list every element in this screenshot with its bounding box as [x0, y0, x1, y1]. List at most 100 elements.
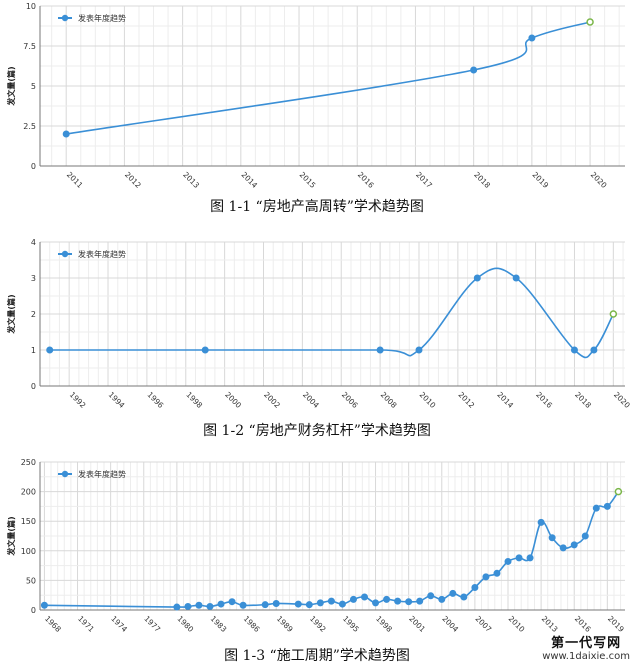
- data-point[interactable]: [614, 487, 623, 496]
- data-point[interactable]: [449, 589, 457, 597]
- data-point[interactable]: [272, 599, 280, 607]
- data-point[interactable]: [383, 595, 391, 603]
- data-point[interactable]: [327, 597, 335, 605]
- data-point[interactable]: [590, 346, 598, 354]
- chart-3: 0 50 100 150 200 250 1968 1971 1974 1977 1980 1983 1…: [6, 458, 626, 634]
- data-point[interactable]: [603, 502, 611, 510]
- data-point[interactable]: [201, 346, 209, 354]
- data-point[interactable]: [512, 274, 520, 282]
- x-tick-label: 1994: [107, 390, 127, 410]
- data-point[interactable]: [239, 601, 247, 609]
- data-point[interactable]: [173, 603, 181, 611]
- data-point[interactable]: [415, 346, 423, 354]
- data-point[interactable]: [427, 592, 435, 600]
- watermark-url: www.1daixie.com: [542, 651, 630, 662]
- data-point[interactable]: [316, 599, 324, 607]
- data-point[interactable]: [228, 598, 236, 606]
- x-tick-label: 2001: [407, 614, 427, 634]
- chart-1: 0 2.5 5 7.5 10 2011 2012 2013 2014 2015 2016 2017 20…: [6, 2, 625, 190]
- data-point[interactable]: [482, 573, 490, 581]
- x-tick-label: 2018: [573, 390, 593, 410]
- x-tick-label: 2018: [472, 170, 492, 190]
- x-tick-label: 1971: [76, 614, 96, 634]
- data-point[interactable]: [504, 557, 512, 565]
- data-point[interactable]: [493, 569, 501, 577]
- x-tick-label: 1980: [175, 614, 195, 634]
- x-tick-label: 2012: [456, 390, 476, 410]
- x-tick-label: 2013: [181, 170, 201, 190]
- data-point[interactable]: [195, 601, 203, 609]
- grid: [40, 461, 625, 611]
- legend: 发表年度趋势: [58, 13, 126, 23]
- data-point[interactable]: [473, 274, 481, 282]
- data-point[interactable]: [570, 346, 578, 354]
- legend-marker-icon: [61, 250, 69, 258]
- data-point[interactable]: [372, 599, 380, 607]
- legend-marker-icon: [61, 470, 69, 478]
- data-point[interactable]: [586, 18, 594, 26]
- y-tick-label: 7.5: [23, 42, 36, 51]
- caption-1: 图 1-1 “房地产高周转”学术趋势图: [210, 199, 424, 215]
- data-point[interactable]: [609, 310, 618, 318]
- data-point[interactable]: [361, 593, 369, 601]
- data-point[interactable]: [405, 598, 413, 606]
- data-point[interactable]: [470, 66, 478, 74]
- x-tick-label: 2016: [534, 390, 554, 410]
- x-tick-label: 2010: [418, 390, 438, 410]
- y-tick-label: 1: [31, 346, 36, 355]
- x-tick-label: 1995: [341, 614, 361, 634]
- chart-2: 0 1 2 3 4 1992 1994 1996 1998 2000 2002 2004 2006 200…: [6, 238, 632, 410]
- data-point[interactable]: [537, 518, 545, 526]
- x-tick-label: 2016: [356, 170, 376, 190]
- x-tick-label: 1989: [275, 614, 295, 634]
- data-point[interactable]: [376, 346, 384, 354]
- data-point[interactable]: [581, 532, 589, 540]
- data-point[interactable]: [349, 595, 357, 603]
- legend: 发表年度趋势: [58, 249, 126, 259]
- y-tick-label: 10: [26, 2, 36, 11]
- y-tick-label: 200: [21, 488, 36, 497]
- data-point[interactable]: [294, 600, 302, 608]
- data-point[interactable]: [438, 595, 446, 603]
- x-tick-label: 2006: [340, 390, 360, 410]
- legend-label: 发表年度趋势: [78, 249, 126, 259]
- y-tick-label: 2: [31, 310, 36, 319]
- data-point[interactable]: [217, 600, 225, 608]
- data-point[interactable]: [261, 601, 269, 609]
- y-tick-label: 50: [26, 576, 36, 585]
- data-point[interactable]: [570, 541, 578, 549]
- y-tick-label: 4: [31, 238, 36, 247]
- data-point[interactable]: [305, 601, 313, 609]
- data-point[interactable]: [416, 597, 424, 605]
- data-point[interactable]: [62, 130, 70, 138]
- data-point[interactable]: [40, 601, 48, 609]
- data-point[interactable]: [528, 34, 536, 42]
- data-point[interactable]: [184, 602, 192, 610]
- data-point[interactable]: [559, 544, 567, 552]
- data-point[interactable]: [548, 534, 556, 542]
- data-point[interactable]: [394, 597, 402, 605]
- y-tick-label: 0: [31, 382, 36, 391]
- x-tick-label: 2019: [530, 170, 550, 190]
- x-tick-label: 2011: [65, 170, 85, 190]
- data-point[interactable]: [460, 593, 468, 601]
- data-point[interactable]: [471, 584, 479, 592]
- caption-2: 图 1-2 “房地产财务杠杆”学术趋势图: [203, 423, 431, 439]
- y-tick-label: 2.5: [23, 122, 36, 131]
- x-tick-label: 2002: [262, 390, 282, 410]
- x-tick-label: 2014: [239, 170, 259, 190]
- data-point[interactable]: [526, 554, 534, 562]
- data-point[interactable]: [592, 504, 600, 512]
- x-tick-label: 1968: [43, 614, 63, 634]
- data-point[interactable]: [46, 346, 54, 354]
- x-tick-label: 1996: [145, 390, 165, 410]
- data-point[interactable]: [515, 554, 523, 562]
- x-tick-label: 2015: [298, 170, 318, 190]
- x-tick-label: 1998: [184, 390, 204, 410]
- data-point[interactable]: [338, 600, 346, 608]
- x-tick-label: 2020: [589, 170, 609, 190]
- x-tick-label: 1992: [68, 390, 88, 410]
- data-point[interactable]: [206, 602, 214, 610]
- x-tick-label: 1992: [308, 614, 328, 634]
- x-tick-label: 2012: [123, 170, 143, 190]
